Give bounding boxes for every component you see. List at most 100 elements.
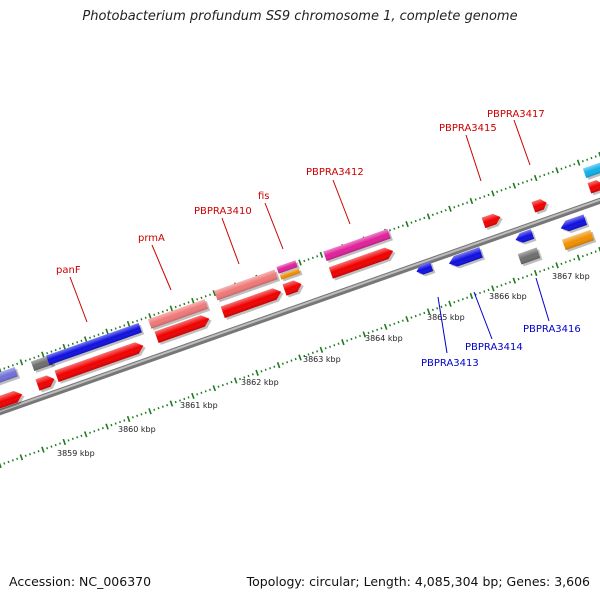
minor-tick xyxy=(230,380,233,384)
feature-red-5[interactable] xyxy=(220,286,286,321)
minor-tick xyxy=(397,225,400,229)
scale-label-3867: 3867 kbp xyxy=(552,272,590,281)
major-tick xyxy=(576,159,581,166)
leader-PBPRA3416 xyxy=(535,277,550,322)
minor-tick xyxy=(119,420,121,424)
major-tick xyxy=(469,197,474,205)
major-tick xyxy=(426,213,431,220)
feature-gray-2[interactable] xyxy=(517,247,543,267)
minor-tick xyxy=(564,261,567,264)
gene-label-PBPRA3414[interactable]: PBPRA3414 xyxy=(465,342,523,353)
feature-red-8[interactable] xyxy=(481,211,505,231)
minor-tick xyxy=(543,268,546,272)
gene-features xyxy=(0,161,600,412)
feature-red-10[interactable] xyxy=(587,178,600,196)
minor-tick xyxy=(209,293,211,296)
feature-fis-orange[interactable] xyxy=(279,268,303,282)
gene-label-PBPRA3410[interactable]: PBPRA3410 xyxy=(194,206,252,217)
gene-label-prmA[interactable]: prmA xyxy=(138,233,165,244)
feature-red-2[interactable] xyxy=(35,373,59,393)
feature-red-9[interactable] xyxy=(531,197,551,215)
gene-label-PBPRA3416[interactable]: PBPRA3416 xyxy=(523,324,581,335)
feature-blue-4[interactable] xyxy=(559,214,590,236)
feature-PBPRA3412[interactable] xyxy=(323,228,393,263)
minor-tick xyxy=(393,322,396,325)
feature-blue-1[interactable] xyxy=(415,261,436,279)
major-tick xyxy=(276,362,281,369)
minor-tick xyxy=(59,347,61,350)
gene-label-PBPRA3412[interactable]: PBPRA3412 xyxy=(306,167,364,178)
scale-label-3865: 3865 kbp xyxy=(427,313,465,322)
minor-tick xyxy=(380,327,383,330)
minor-tick xyxy=(281,362,284,365)
scale-label-3863: 3863 kbp xyxy=(303,355,341,364)
leader-PBPRA3412 xyxy=(332,179,351,225)
gene-label-panF[interactable]: panF xyxy=(56,265,81,276)
minor-tick xyxy=(573,163,576,166)
feature-red-1[interactable] xyxy=(0,388,26,412)
minor-tick xyxy=(93,430,96,433)
minor-tick xyxy=(54,443,57,447)
feature-cyan[interactable] xyxy=(582,161,600,180)
feature-red-3[interactable] xyxy=(54,340,148,385)
feature-red-4[interactable] xyxy=(154,313,214,346)
genome-summary-text: Topology: circular; Length: 4,085,304 bp… xyxy=(246,574,590,589)
major-tick xyxy=(576,254,581,261)
feature-PBPRA3414[interactable] xyxy=(447,247,486,272)
minor-tick xyxy=(547,172,550,175)
minor-tick xyxy=(474,293,477,296)
feature-orange[interactable] xyxy=(562,229,597,253)
minor-tick xyxy=(440,305,443,309)
minor-tick xyxy=(50,445,53,448)
minor-tick xyxy=(97,333,100,336)
minor-tick xyxy=(200,391,203,395)
major-tick xyxy=(212,385,217,392)
feature-panF[interactable] xyxy=(46,322,145,367)
major-tick xyxy=(255,369,259,376)
minor-tick xyxy=(504,187,507,190)
minor-tick xyxy=(303,259,306,263)
minor-tick xyxy=(67,344,70,347)
minor-tick xyxy=(204,295,207,298)
feature-red-6[interactable] xyxy=(282,278,306,298)
gene-label-PBPRA3413[interactable]: PBPRA3413 xyxy=(421,358,479,369)
major-tick xyxy=(233,377,238,384)
minor-tick xyxy=(329,345,331,348)
minor-tick xyxy=(144,411,147,414)
feature-blue-3[interactable] xyxy=(514,229,537,247)
major-tick xyxy=(19,359,24,366)
minor-tick xyxy=(560,167,563,171)
major-tick xyxy=(341,339,345,346)
major-tick xyxy=(469,292,474,300)
minor-tick xyxy=(453,206,456,209)
feature-prmA[interactable] xyxy=(148,299,211,331)
major-tick xyxy=(362,331,367,338)
minor-tick xyxy=(33,356,36,359)
minor-tick xyxy=(581,159,584,163)
feature-PBPRA3410[interactable] xyxy=(214,269,281,303)
gene-label-PBPRA3415[interactable]: PBPRA3415 xyxy=(439,123,497,134)
feature-fis[interactable] xyxy=(276,260,300,276)
minor-tick xyxy=(307,353,310,356)
minor-tick xyxy=(316,350,319,353)
minor-tick xyxy=(573,258,576,261)
minor-tick xyxy=(67,439,70,442)
minor-tick xyxy=(521,276,524,279)
feature-lavender[interactable] xyxy=(0,366,21,387)
minor-tick xyxy=(80,339,83,343)
minor-tick xyxy=(140,413,143,416)
minor-tick xyxy=(93,335,96,338)
major-tick xyxy=(298,354,302,361)
minor-tick xyxy=(509,186,511,189)
feature-red-7[interactable] xyxy=(328,245,397,281)
minor-tick xyxy=(260,370,263,373)
gene-label-PBPRA3417[interactable]: PBPRA3417 xyxy=(487,109,545,120)
gene-label-fis[interactable]: fis xyxy=(258,191,270,202)
leader-PBPRA3415 xyxy=(465,134,482,182)
major-tick xyxy=(533,269,538,277)
minor-tick xyxy=(131,321,134,324)
major-tick xyxy=(126,320,131,328)
minor-tick xyxy=(483,290,486,293)
minor-tick xyxy=(174,400,177,404)
minor-tick xyxy=(376,328,379,332)
